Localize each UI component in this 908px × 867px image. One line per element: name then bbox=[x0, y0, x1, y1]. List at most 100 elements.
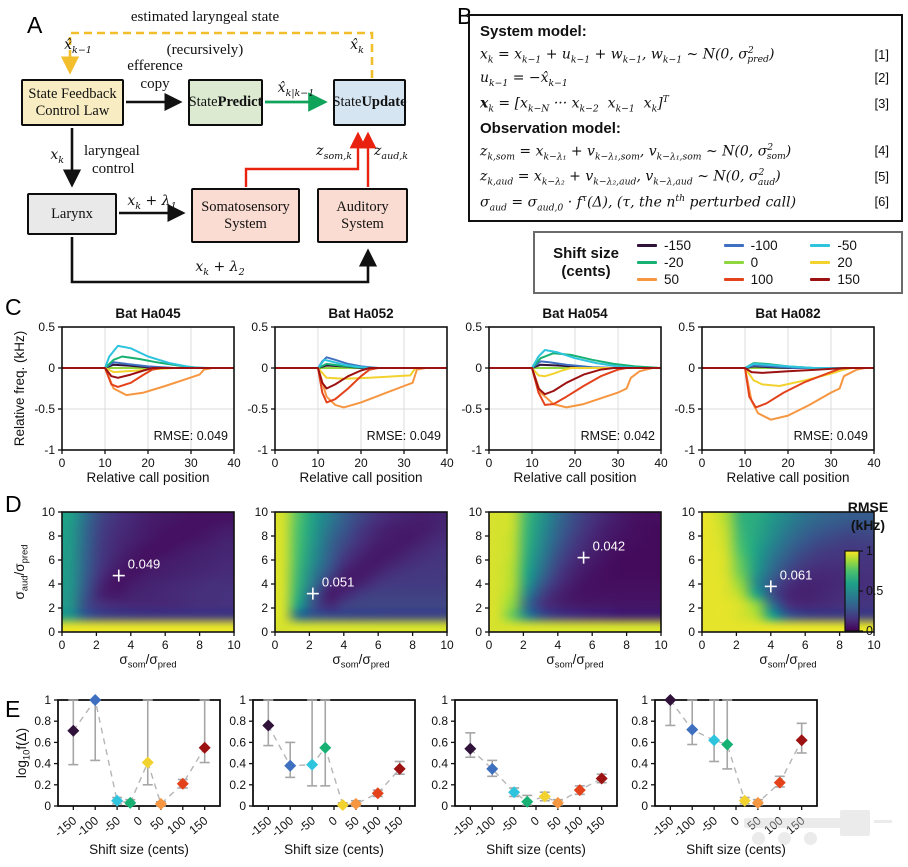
control-label: control bbox=[92, 161, 135, 177]
legend-title: Shift size (cents) bbox=[553, 244, 619, 280]
x-tick-label: 40 bbox=[867, 456, 881, 470]
panel-d-xlabel: σsom/σpred bbox=[759, 652, 817, 671]
data-point--20 bbox=[521, 795, 534, 808]
legend-entry: -100 bbox=[723, 238, 811, 253]
colorbar-tick-label: 1 bbox=[866, 544, 873, 558]
x-tick-label: -100 bbox=[471, 813, 499, 839]
auditory-system-box: Auditory System bbox=[317, 188, 408, 243]
legend-entry-label: 100 bbox=[750, 272, 774, 287]
rmse-value-label: 0.051 bbox=[322, 575, 355, 590]
panel-c-ylabel: Relative freq. (kHz) bbox=[12, 330, 27, 447]
y-tick-label: 8 bbox=[688, 529, 695, 543]
line-chart-bat-ha052: 0 10 20 30 40 0.5 0 -0.5 -1 Bat Ha052 RMSE: 0.049 bbox=[247, 306, 454, 470]
rmse-value-label: 0.061 bbox=[780, 567, 813, 582]
y-tick-label: 6 bbox=[261, 553, 268, 567]
x-tick-label: 8 bbox=[623, 638, 630, 652]
x-tick-label: 8 bbox=[196, 638, 203, 652]
legend-swatch bbox=[723, 278, 744, 281]
data-point-150 bbox=[795, 734, 808, 747]
recursively-label: (recursively) bbox=[167, 42, 244, 58]
equation-2: uk−1 = −x̂k−1 bbox=[480, 70, 568, 90]
y-tick-label: -1 bbox=[257, 443, 268, 457]
x-tick-label: 4 bbox=[767, 638, 774, 652]
colorbar-tick-label: 0 bbox=[866, 624, 873, 638]
y-tick-label: 8 bbox=[48, 529, 55, 543]
panel-c-xlabel: Relative call position bbox=[299, 470, 423, 485]
data-point--100 bbox=[486, 762, 499, 775]
state-predict-box: State Predict bbox=[188, 79, 263, 126]
plot-title: Bat Ha045 bbox=[115, 306, 181, 321]
x-tick-label: 0 bbox=[131, 813, 145, 828]
equation-5: zk,aud = xk−λ₂ + vk−λ₂,aud, vk−λ,aud ∼ N… bbox=[480, 167, 781, 188]
x-tick-label: 50 bbox=[745, 813, 764, 833]
connector-line bbox=[669, 699, 803, 804]
rmse-label: RMSE: 0.042 bbox=[581, 429, 655, 443]
data-point--150 bbox=[262, 719, 275, 732]
somato-to-update-arrow bbox=[244, 131, 367, 187]
y-tick-label: 0 bbox=[261, 361, 268, 375]
y-tick-label: 0 bbox=[688, 625, 695, 639]
efference-label: efference bbox=[127, 58, 183, 74]
larynx-to-auditory-arrow bbox=[70, 237, 378, 284]
legend-entry-label: 50 bbox=[664, 272, 680, 287]
panel-c-xlabel: Relative call position bbox=[86, 470, 210, 485]
y-tick-label: -1 bbox=[471, 443, 482, 457]
y-tick-label: 0.8 bbox=[631, 714, 648, 728]
rmse-label: RMSE: 0.049 bbox=[794, 429, 868, 443]
x-tick-label: 2 bbox=[93, 638, 100, 652]
data-point--20 bbox=[319, 741, 332, 754]
equation-4: zk,som = xk−λ₁ + vk−λ₁,som, vk−λ₁,som ∼ … bbox=[480, 141, 792, 163]
y-tick-label: -0.5 bbox=[674, 402, 695, 416]
series-group bbox=[702, 362, 874, 421]
x-tick-label: 0 bbox=[326, 813, 340, 828]
y-tick-label: 10 bbox=[682, 505, 696, 519]
x-tick-label: 100 bbox=[164, 813, 189, 837]
equation-row: σaud = σaud,0 · fτ(Δ), (τ, the nth pertu… bbox=[480, 193, 889, 213]
x-tick-label: 10 bbox=[311, 456, 325, 470]
y-tick-label: 1 bbox=[641, 693, 648, 707]
x-tick-label: 100 bbox=[561, 813, 586, 837]
x-tick-label: 6 bbox=[162, 638, 169, 652]
y-tick-label: 2 bbox=[261, 601, 268, 615]
y-tick-label: 0.2 bbox=[34, 778, 51, 792]
y-tick-label: 0.2 bbox=[431, 778, 448, 792]
y-tick-label: 6 bbox=[48, 553, 55, 567]
y-tick-label: 0.5 bbox=[38, 320, 55, 334]
panel-d-xlabel: σsom/σpred bbox=[119, 652, 177, 671]
x-tick-label: 150 bbox=[583, 813, 608, 837]
x-tick-label: 10 bbox=[440, 638, 454, 652]
equation-3-ref: [3] bbox=[874, 95, 889, 111]
data-point-100 bbox=[176, 777, 189, 790]
y-tick-label: 10 bbox=[255, 505, 269, 519]
x-tick-label: 100 bbox=[761, 813, 786, 837]
connector-line bbox=[72, 698, 206, 806]
line-chart-bat-ha054: 0 10 20 30 40 0.5 0 -0.5 -1 Bat Ha054 RMSE: 0.042 bbox=[461, 306, 668, 470]
y-tick-label: 0.2 bbox=[229, 778, 246, 792]
x-tick-label: -100 bbox=[269, 813, 297, 839]
legend-swatch bbox=[637, 278, 657, 281]
x-tick-label: 4 bbox=[127, 638, 134, 652]
y-tick-label: 8 bbox=[261, 529, 268, 543]
line-chart-bat-ha082: 0 10 20 30 40 0.5 0 -0.5 -1 Bat Ha082 RMSE: 0.049 bbox=[674, 306, 881, 470]
rmse-value-label: 0.049 bbox=[128, 557, 161, 572]
data-point-20 bbox=[141, 756, 154, 769]
x-tick-label: 40 bbox=[440, 456, 454, 470]
x-tick-label: 150 bbox=[381, 813, 406, 837]
data-point-100 bbox=[371, 787, 384, 800]
system-model-heading: System model: bbox=[480, 23, 587, 40]
heatmap-axes-2: 0 2 4 6 8 10 0 2 4 6 8 10 0.051 bbox=[255, 505, 454, 652]
x-tick-label: 40 bbox=[654, 456, 668, 470]
legend-entry: -150 bbox=[637, 238, 724, 253]
data-point--50 bbox=[306, 758, 319, 771]
y-tick-label: 0.4 bbox=[229, 757, 246, 771]
data-point--150 bbox=[67, 724, 80, 737]
laryngeal-label: laryngeal bbox=[84, 143, 140, 159]
x-tick-label: 10 bbox=[654, 638, 668, 652]
x-tick-label: 0 bbox=[699, 638, 706, 652]
panel-d-xlabel: σsom/σpred bbox=[546, 652, 604, 671]
x-tick-label: 10 bbox=[98, 456, 112, 470]
x-tick-label: 10 bbox=[867, 638, 881, 652]
rmse-label: RMSE: 0.049 bbox=[154, 429, 228, 443]
